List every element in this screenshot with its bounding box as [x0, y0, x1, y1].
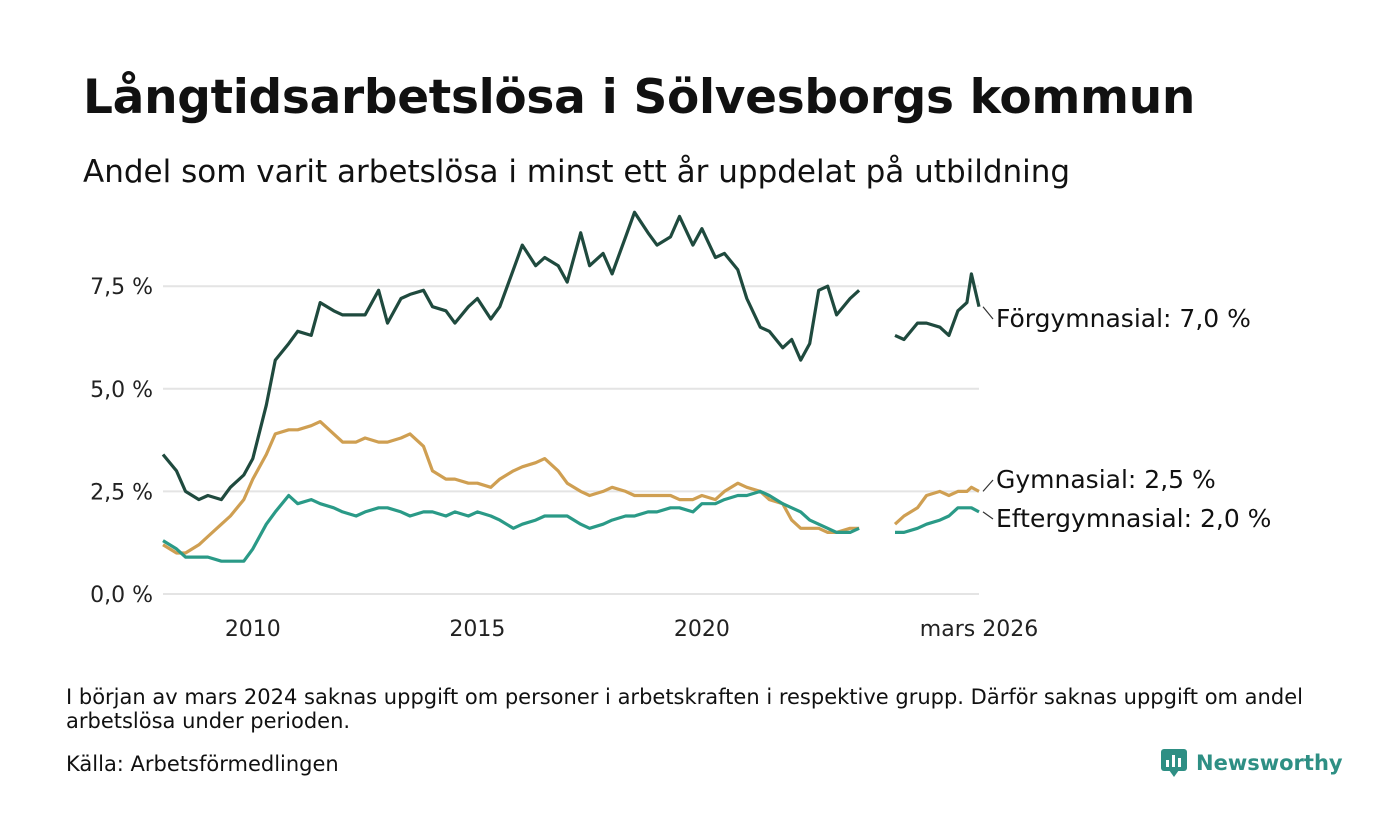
grid-lines [163, 285, 979, 595]
series-line-gymnasial [893, 485, 980, 526]
series-label-gymnasial: Gymnasial: 2,5 % [996, 465, 1216, 494]
series-line-eftergymnasial [162, 489, 860, 563]
series-line-forgymnasial [894, 272, 981, 342]
y-tick-label: 5,0 % [90, 378, 153, 403]
series-end-labels: Förgymnasial: 7,0 % Gymnasial: 2,5 % Efter… [982, 304, 1271, 533]
x-tick-label: 2010 [225, 617, 281, 642]
x-tick-label: 2020 [674, 617, 730, 642]
series-line-eftergymnasial [895, 506, 980, 534]
label-leader [982, 511, 994, 520]
label-leader [982, 306, 994, 320]
y-tick-label: 7,5 % [90, 275, 153, 300]
series-line-gymnasial [162, 420, 860, 555]
label-leader [982, 479, 994, 492]
footnote: I början av mars 2024 saknas uppgift om … [66, 685, 1303, 733]
chart-title: Långtidsarbetslösa i Sölvesborgs kommun [83, 70, 1196, 125]
series-line-forgymnasial [161, 210, 861, 502]
series-lines [161, 210, 981, 563]
source-text: Källa: Arbetsförmedlingen [66, 752, 339, 776]
x-tick-label: mars 2026 [920, 617, 1038, 642]
y-axis: 0,0 % 2,5 % 5,0 % 7,5 % [90, 275, 153, 608]
x-tick-label: 2015 [449, 617, 505, 642]
y-tick-label: 2,5 % [90, 480, 153, 505]
y-tick-label: 0,0 % [90, 583, 153, 608]
chart-subtitle: Andel som varit arbetslösa i minst ett å… [83, 154, 1071, 190]
series-label-eftergymnasial: Eftergymnasial: 2,0 % [996, 504, 1271, 533]
newsworthy-icon [1161, 749, 1187, 777]
brand-name: Newsworthy [1196, 751, 1343, 775]
x-axis: 2010 2015 2020 mars 2026 [225, 617, 1038, 642]
series-label-forgymnasial: Förgymnasial: 7,0 % [996, 304, 1251, 333]
line-chart: 0,0 % 2,5 % 5,0 % 7,5 % 2010 2015 2020 mars 20… [90, 210, 1271, 642]
brand-logo: Newsworthy [1160, 748, 1343, 778]
